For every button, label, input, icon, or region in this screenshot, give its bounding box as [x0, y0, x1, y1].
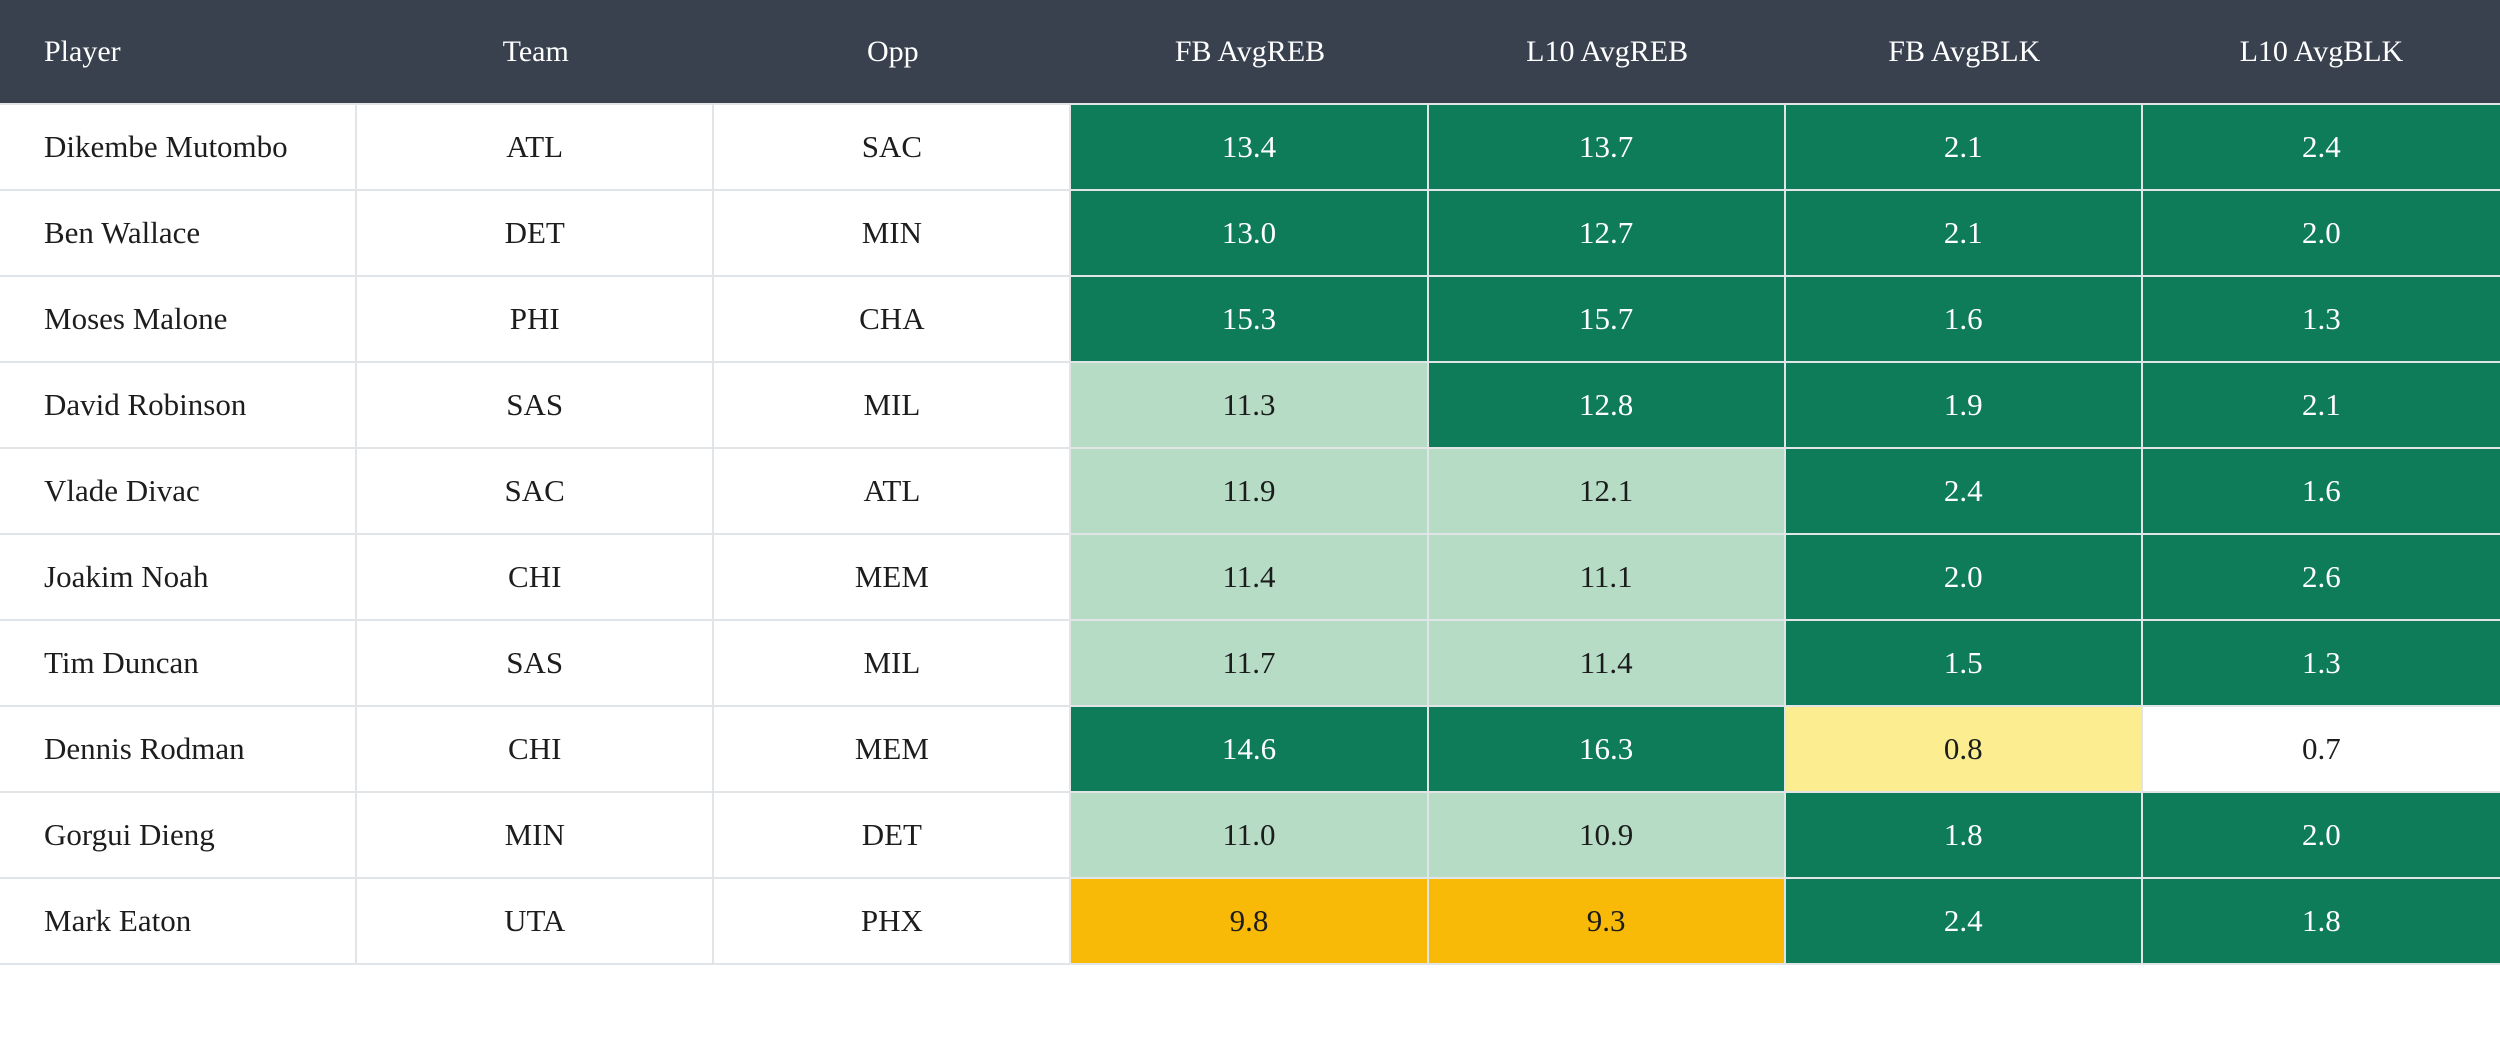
opp-cell: MIL [714, 363, 1072, 449]
l10-avgblk-cell: 1.3 [2142, 277, 2500, 363]
player-cell: Tim Duncan [0, 621, 358, 707]
fb-avgblk-cell: 2.0 [1785, 535, 2143, 621]
l10-avgreb-cell: 13.7 [1428, 105, 1786, 191]
table-row: Mark Eaton UTA PHX 9.8 9.3 2.4 1.8 [0, 879, 2500, 965]
table-row: Joakim Noah CHI MEM 11.4 11.1 2.0 2.6 [0, 535, 2500, 621]
opp-cell: CHA [714, 277, 1072, 363]
l10-avgreb-cell: 10.9 [1428, 793, 1786, 879]
table-row: Vlade Divac SAC ATL 11.9 12.1 2.4 1.6 [0, 449, 2500, 535]
l10-avgreb-cell: 12.7 [1428, 191, 1786, 277]
opp-cell: MIN [714, 191, 1072, 277]
team-cell: SAS [357, 621, 715, 707]
fb-avgreb-cell: 11.0 [1071, 793, 1429, 879]
opp-cell: MEM [714, 707, 1072, 793]
fb-avgreb-cell: 11.9 [1071, 449, 1429, 535]
l10-avgblk-cell: 2.4 [2142, 105, 2500, 191]
team-cell: UTA [357, 879, 715, 965]
player-stats-table: Player Team Opp FB AvgREB L10 AvgREB FB … [0, 0, 2500, 965]
fb-avgreb-cell: 15.3 [1071, 277, 1429, 363]
opp-cell: SAC [714, 105, 1072, 191]
player-cell: Dikembe Mutombo [0, 105, 358, 191]
player-cell: David Robinson [0, 363, 358, 449]
team-cell: CHI [357, 535, 715, 621]
opp-cell: ATL [714, 449, 1072, 535]
team-cell: CHI [357, 707, 715, 793]
opp-cell: PHX [714, 879, 1072, 965]
l10-avgreb-cell: 15.7 [1428, 277, 1786, 363]
table-row: Moses Malone PHI CHA 15.3 15.7 1.6 1.3 [0, 277, 2500, 363]
table-row: Tim Duncan SAS MIL 11.7 11.4 1.5 1.3 [0, 621, 2500, 707]
table-row: Dikembe Mutombo ATL SAC 13.4 13.7 2.1 2.… [0, 105, 2500, 191]
table-row: David Robinson SAS MIL 11.3 12.8 1.9 2.1 [0, 363, 2500, 449]
fb-avgreb-cell: 13.4 [1071, 105, 1429, 191]
l10-avgblk-cell: 0.7 [2142, 707, 2500, 793]
column-header-fb-avgreb[interactable]: FB AvgREB [1071, 0, 1429, 105]
fb-avgreb-cell: 11.7 [1071, 621, 1429, 707]
fb-avgreb-cell: 14.6 [1071, 707, 1429, 793]
table-row: Dennis Rodman CHI MEM 14.6 16.3 0.8 0.7 [0, 707, 2500, 793]
fb-avgblk-cell: 1.9 [1785, 363, 2143, 449]
column-header-l10-avgreb[interactable]: L10 AvgREB [1428, 0, 1786, 105]
fb-avgblk-cell: 2.1 [1785, 105, 2143, 191]
fb-avgblk-cell: 1.6 [1785, 277, 2143, 363]
opp-cell: MIL [714, 621, 1072, 707]
team-cell: ATL [357, 105, 715, 191]
table-row: Ben Wallace DET MIN 13.0 12.7 2.1 2.0 [0, 191, 2500, 277]
l10-avgblk-cell: 1.8 [2142, 879, 2500, 965]
table-row: Gorgui Dieng MIN DET 11.0 10.9 1.8 2.0 [0, 793, 2500, 879]
team-cell: MIN [357, 793, 715, 879]
fb-avgblk-cell: 2.4 [1785, 879, 2143, 965]
l10-avgreb-cell: 16.3 [1428, 707, 1786, 793]
l10-avgblk-cell: 1.3 [2142, 621, 2500, 707]
column-header-opp[interactable]: Opp [714, 0, 1072, 105]
l10-avgreb-cell: 9.3 [1428, 879, 1786, 965]
team-cell: PHI [357, 277, 715, 363]
fb-avgblk-cell: 1.8 [1785, 793, 2143, 879]
l10-avgreb-cell: 11.1 [1428, 535, 1786, 621]
team-cell: DET [357, 191, 715, 277]
opp-cell: DET [714, 793, 1072, 879]
column-header-team[interactable]: Team [357, 0, 715, 105]
player-cell: Joakim Noah [0, 535, 358, 621]
fb-avgblk-cell: 0.8 [1785, 707, 2143, 793]
team-cell: SAS [357, 363, 715, 449]
fb-avgreb-cell: 13.0 [1071, 191, 1429, 277]
column-header-l10-avgblk[interactable]: L10 AvgBLK [2142, 0, 2500, 105]
player-cell: Moses Malone [0, 277, 358, 363]
l10-avgreb-cell: 11.4 [1428, 621, 1786, 707]
l10-avgblk-cell: 2.0 [2142, 191, 2500, 277]
fb-avgblk-cell: 2.1 [1785, 191, 2143, 277]
fb-avgblk-cell: 1.5 [1785, 621, 2143, 707]
l10-avgblk-cell: 2.0 [2142, 793, 2500, 879]
l10-avgblk-cell: 1.6 [2142, 449, 2500, 535]
player-cell: Vlade Divac [0, 449, 358, 535]
player-cell: Ben Wallace [0, 191, 358, 277]
opp-cell: MEM [714, 535, 1072, 621]
fb-avgblk-cell: 2.4 [1785, 449, 2143, 535]
player-cell: Gorgui Dieng [0, 793, 358, 879]
player-cell: Mark Eaton [0, 879, 358, 965]
column-header-player[interactable]: Player [0, 0, 358, 105]
player-cell: Dennis Rodman [0, 707, 358, 793]
l10-avgreb-cell: 12.1 [1428, 449, 1786, 535]
fb-avgreb-cell: 11.3 [1071, 363, 1429, 449]
column-header-fb-avgblk[interactable]: FB AvgBLK [1785, 0, 2143, 105]
fb-avgreb-cell: 11.4 [1071, 535, 1429, 621]
header-row: Player Team Opp FB AvgREB L10 AvgREB FB … [0, 0, 2500, 105]
team-cell: SAC [357, 449, 715, 535]
l10-avgreb-cell: 12.8 [1428, 363, 1786, 449]
l10-avgblk-cell: 2.6 [2142, 535, 2500, 621]
l10-avgblk-cell: 2.1 [2142, 363, 2500, 449]
fb-avgreb-cell: 9.8 [1071, 879, 1429, 965]
